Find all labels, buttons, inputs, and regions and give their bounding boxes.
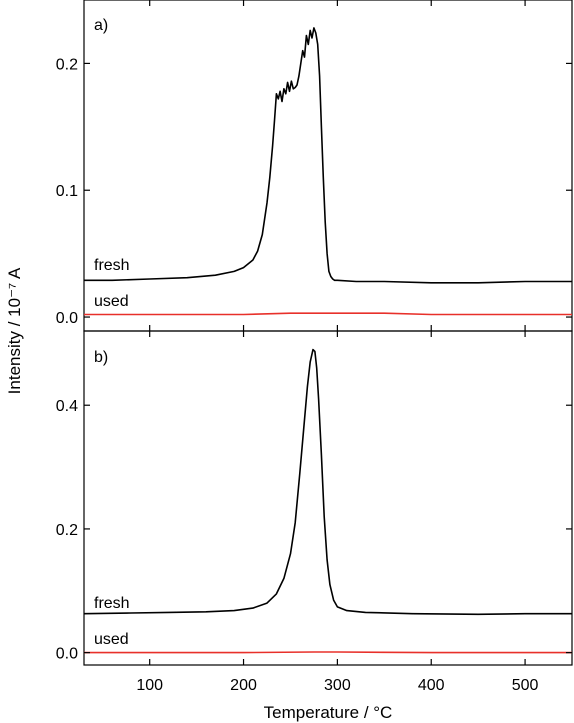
x-tick-label: 200 bbox=[230, 677, 257, 694]
panel-b-used-label: used bbox=[94, 631, 129, 648]
panel-b-series bbox=[83, 348, 572, 654]
panel-b-series-used-line bbox=[84, 651, 572, 654]
panel-a-y-tick-label: 0.2 bbox=[56, 56, 78, 73]
panel-a-label: a) bbox=[94, 17, 108, 34]
panel-a-y-tick-label: 0.1 bbox=[56, 183, 78, 200]
panel-b-fresh-label: fresh bbox=[94, 595, 130, 612]
x-tick-label: 500 bbox=[512, 677, 539, 694]
panel-a-frame bbox=[83, 0, 573, 332]
panel-b-y-tick-label: 0.0 bbox=[56, 646, 78, 663]
panel-a: a) 0.0 0.1 0.2 fresh used bbox=[56, 0, 573, 332]
panel-a-y-tick-label: 0.0 bbox=[56, 310, 78, 327]
x-tick-label: 400 bbox=[418, 677, 445, 694]
panel-a-y-axis: 0.0 0.1 0.2 bbox=[56, 0, 572, 331]
x-tick-label: 300 bbox=[324, 677, 351, 694]
panel-b-y-tick-label: 0.2 bbox=[56, 522, 78, 539]
panel-b: b) 0.0 0.2 0.4 100 200 300 400 500 fresh used bbox=[56, 330, 573, 694]
panel-b-y-tick-label: 0.4 bbox=[56, 398, 78, 415]
x-axis: 100 200 300 400 500 bbox=[136, 331, 539, 694]
panel-b-series-fresh-line bbox=[83, 348, 572, 616]
panel-a-series-fresh-line bbox=[84, 27, 572, 284]
panel-b-label: b) bbox=[94, 349, 108, 366]
panel-a-series bbox=[84, 27, 572, 316]
panel-a-fresh-label: fresh bbox=[94, 257, 130, 274]
panel-b-frame bbox=[83, 330, 573, 666]
panel-a-series-used-line bbox=[84, 312, 572, 316]
x-tick-label: 100 bbox=[136, 677, 163, 694]
panel-a-used-label: used bbox=[94, 293, 129, 310]
panel-b-y-axis: 0.0 0.2 0.4 bbox=[56, 398, 572, 663]
y-axis-title: Intensity / 10⁻⁷ A bbox=[5, 267, 24, 394]
x-axis-title: Temperature / °C bbox=[264, 703, 393, 722]
